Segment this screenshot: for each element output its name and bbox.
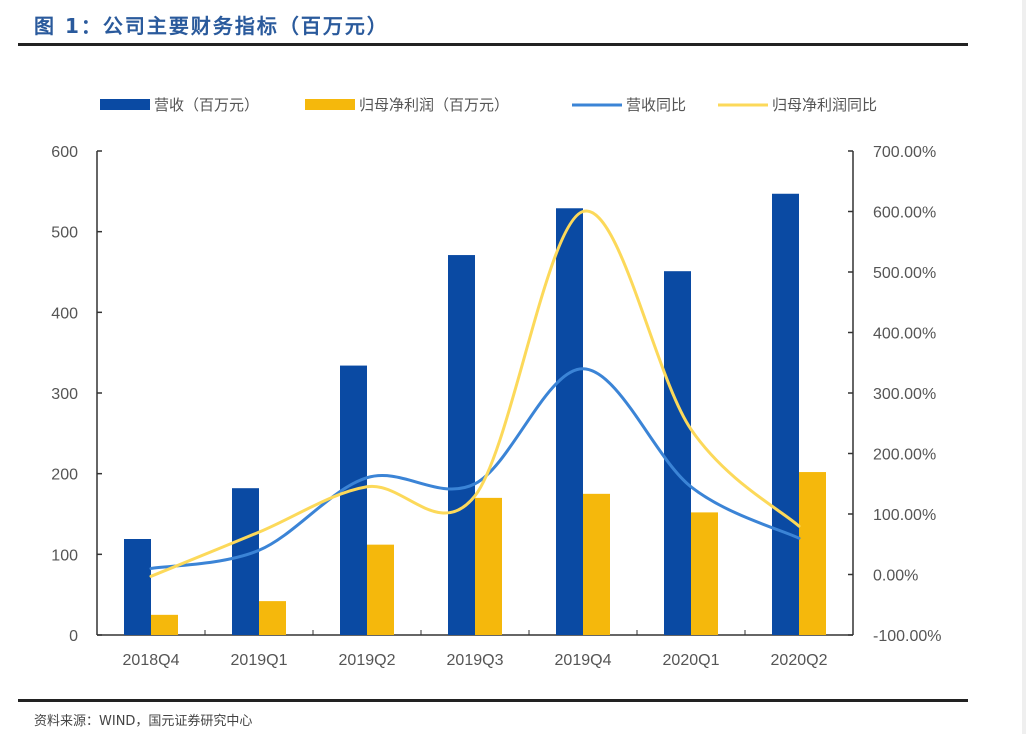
x-tick-label: 2018Q4 — [123, 652, 180, 669]
profit-bar — [583, 493, 610, 635]
legend-profit-yoy: 归母净利润同比 — [718, 96, 877, 114]
x-tick-label: 2020Q1 — [663, 652, 720, 669]
legend: 营收（百万元） 归母净利润（百万元） 营收同比 归母净利润同比 — [100, 96, 877, 114]
revenue-bar — [340, 365, 367, 635]
right-axis-tick-label: 100.00% — [873, 507, 936, 524]
revenue-bar — [664, 271, 691, 635]
legend-swatch — [305, 99, 355, 110]
profit-bar — [367, 544, 394, 635]
profit-bar — [475, 497, 502, 635]
right-axis-tick-label: 0.00% — [873, 568, 918, 585]
revenue-bar — [556, 208, 583, 636]
right-axis-tick-label: 600.00% — [873, 205, 936, 222]
right-axis-tick-label: 200.00% — [873, 447, 936, 464]
revenue-bar — [232, 488, 259, 635]
left-axis-tick-label: 200 — [51, 467, 78, 484]
legend-label: 营收（百万元） — [154, 96, 259, 114]
legend-profit: 归母净利润（百万元） — [305, 96, 509, 114]
x-tick-label: 2019Q2 — [339, 652, 396, 669]
legend-revenue: 营收（百万元） — [100, 96, 259, 114]
source-note: 资料来源：WIND，国元证券研究中心 — [34, 714, 253, 729]
left-axis-tick-label: 500 — [51, 225, 78, 242]
bottom-divider — [18, 699, 968, 702]
right-axis-tick-label: 400.00% — [873, 326, 936, 343]
profit-bar — [799, 472, 826, 635]
profit-yoy-line — [149, 209, 801, 578]
lines — [149, 209, 801, 578]
right-axis-tick-label: 500.00% — [873, 265, 936, 282]
x-tick-labels: 2018Q4 2019Q1 2019Q2 2019Q3 2019Q4 2020Q1 2020… — [123, 652, 828, 669]
profit-bar — [691, 512, 718, 635]
top-divider — [18, 43, 968, 46]
left-axis-tick-label: 600 — [51, 144, 78, 161]
revenue-bar — [448, 255, 475, 635]
x-tick-label: 2020Q2 — [771, 652, 828, 669]
profit-bar — [151, 614, 178, 635]
right-axis-tick-label: 300.00% — [873, 386, 936, 403]
right-axis-tick-label: 700.00% — [873, 144, 936, 161]
page-edge — [1022, 0, 1026, 734]
left-axis-tick-label: 100 — [51, 547, 78, 564]
x-tick-label: 2019Q3 — [447, 652, 504, 669]
left-axis-tick-label: 300 — [51, 386, 78, 403]
revenue-bar — [124, 539, 151, 635]
x-tick-label: 2019Q4 — [555, 652, 612, 669]
left-axis-tick-label: 0 — [69, 628, 78, 645]
right-axis-tick-label: -100.00% — [873, 628, 942, 645]
bars — [124, 193, 826, 636]
profit-bar — [259, 601, 286, 635]
legend-label: 营收同比 — [626, 96, 686, 114]
left-axis-tick-label: 400 — [51, 305, 78, 322]
revenue-bar — [772, 193, 799, 635]
legend-swatch — [100, 99, 150, 110]
x-tick-label: 2019Q1 — [231, 652, 288, 669]
axes: 0 100 200 300 400 500 600 -100.00% 0.00% 100.00% 2… — [51, 144, 941, 645]
legend-label: 归母净利润同比 — [772, 96, 877, 114]
chart-title: 图 1：公司主要财务指标（百万元） — [34, 14, 389, 38]
legend-label: 归母净利润（百万元） — [359, 96, 509, 114]
legend-revenue-yoy: 营收同比 — [572, 96, 686, 114]
